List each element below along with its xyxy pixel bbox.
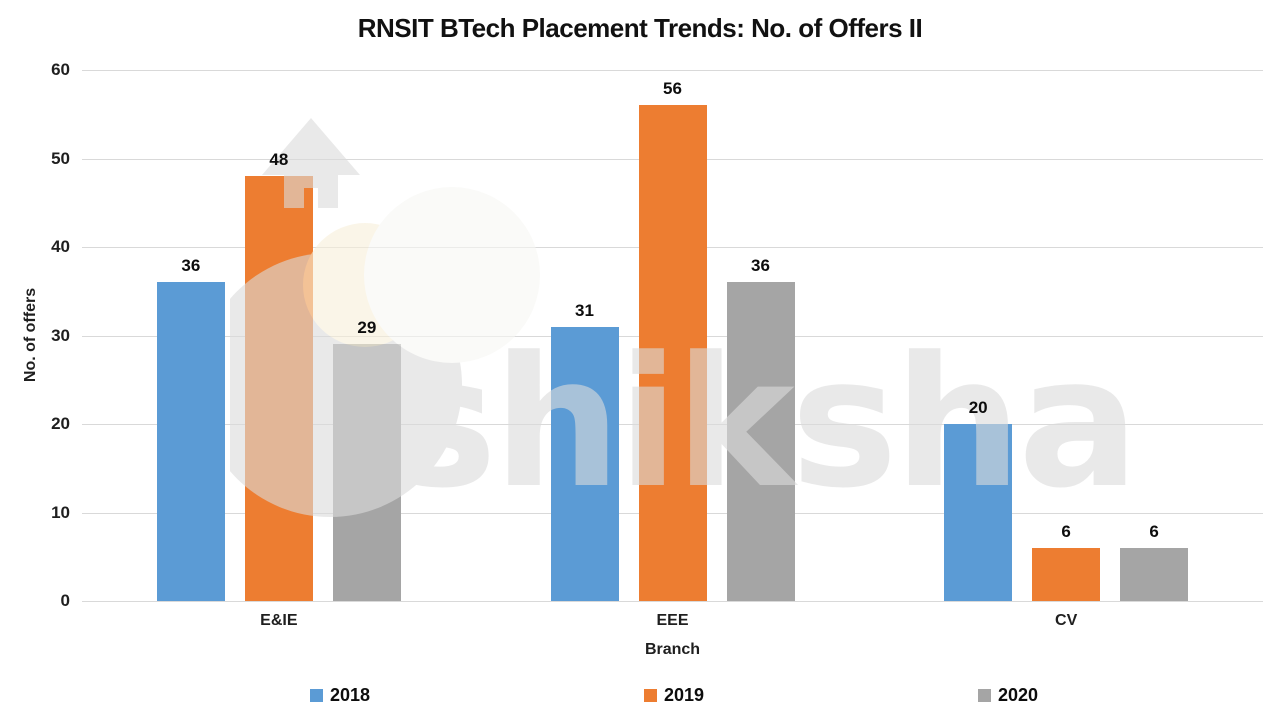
- gridline: [82, 601, 1263, 602]
- data-label: 31: [575, 300, 594, 320]
- bar-EEE-2020: [726, 282, 795, 601]
- legend-label: 2020: [998, 685, 1039, 705]
- legend-swatch: [644, 689, 657, 702]
- data-label: 48: [269, 150, 289, 170]
- legend-item-2019[interactable]: 2019: [644, 685, 704, 706]
- bar-CV-2019: [1032, 547, 1101, 601]
- x-category-label: CV: [1055, 612, 1078, 629]
- bar-E&IE-2018: [156, 282, 225, 601]
- legend-swatch: [310, 689, 323, 702]
- data-label: 56: [663, 79, 682, 99]
- bar-CV-2020: [1120, 547, 1189, 601]
- legend-item-2018[interactable]: 2018: [310, 685, 370, 706]
- plot-area: shiksha 36 48 29 31 56 36 20 6 6: [82, 70, 1263, 602]
- bar-CV-2018: [944, 424, 1013, 601]
- y-tick-label: 30: [51, 325, 70, 345]
- legend-label: 2019: [664, 685, 705, 705]
- data-label: 29: [357, 318, 377, 338]
- y-tick-label: 40: [51, 237, 70, 256]
- data-label: 20: [968, 398, 988, 417]
- data-label: 6: [1149, 521, 1159, 541]
- bar-EEE-2019: [638, 105, 707, 601]
- bar-E&IE-2019: [244, 176, 313, 601]
- gridline: [82, 70, 1263, 71]
- bar-EEE-2018: [550, 326, 619, 601]
- y-tick-label: 60: [51, 60, 70, 79]
- legend-swatch: [978, 689, 991, 702]
- x-category-label: E&IE: [260, 612, 298, 629]
- y-tick-label: 50: [51, 148, 70, 168]
- data-label: 36: [751, 256, 770, 276]
- data-label: 36: [181, 256, 201, 276]
- legend-label: 2018: [330, 685, 371, 705]
- y-tick-label: 10: [51, 502, 70, 522]
- chart-title: RNSIT BTech Placement Trends: No. of Off…: [357, 13, 923, 43]
- bar-E&IE-2020: [332, 344, 401, 601]
- data-label: 6: [1061, 521, 1071, 541]
- legend-item-2020[interactable]: 2020: [978, 685, 1038, 706]
- x-axis-title: Branch: [644, 641, 701, 658]
- y-tick-label: 0: [60, 591, 70, 610]
- x-category-label: EEE: [656, 612, 689, 629]
- y-tick-label: 20: [51, 414, 70, 433]
